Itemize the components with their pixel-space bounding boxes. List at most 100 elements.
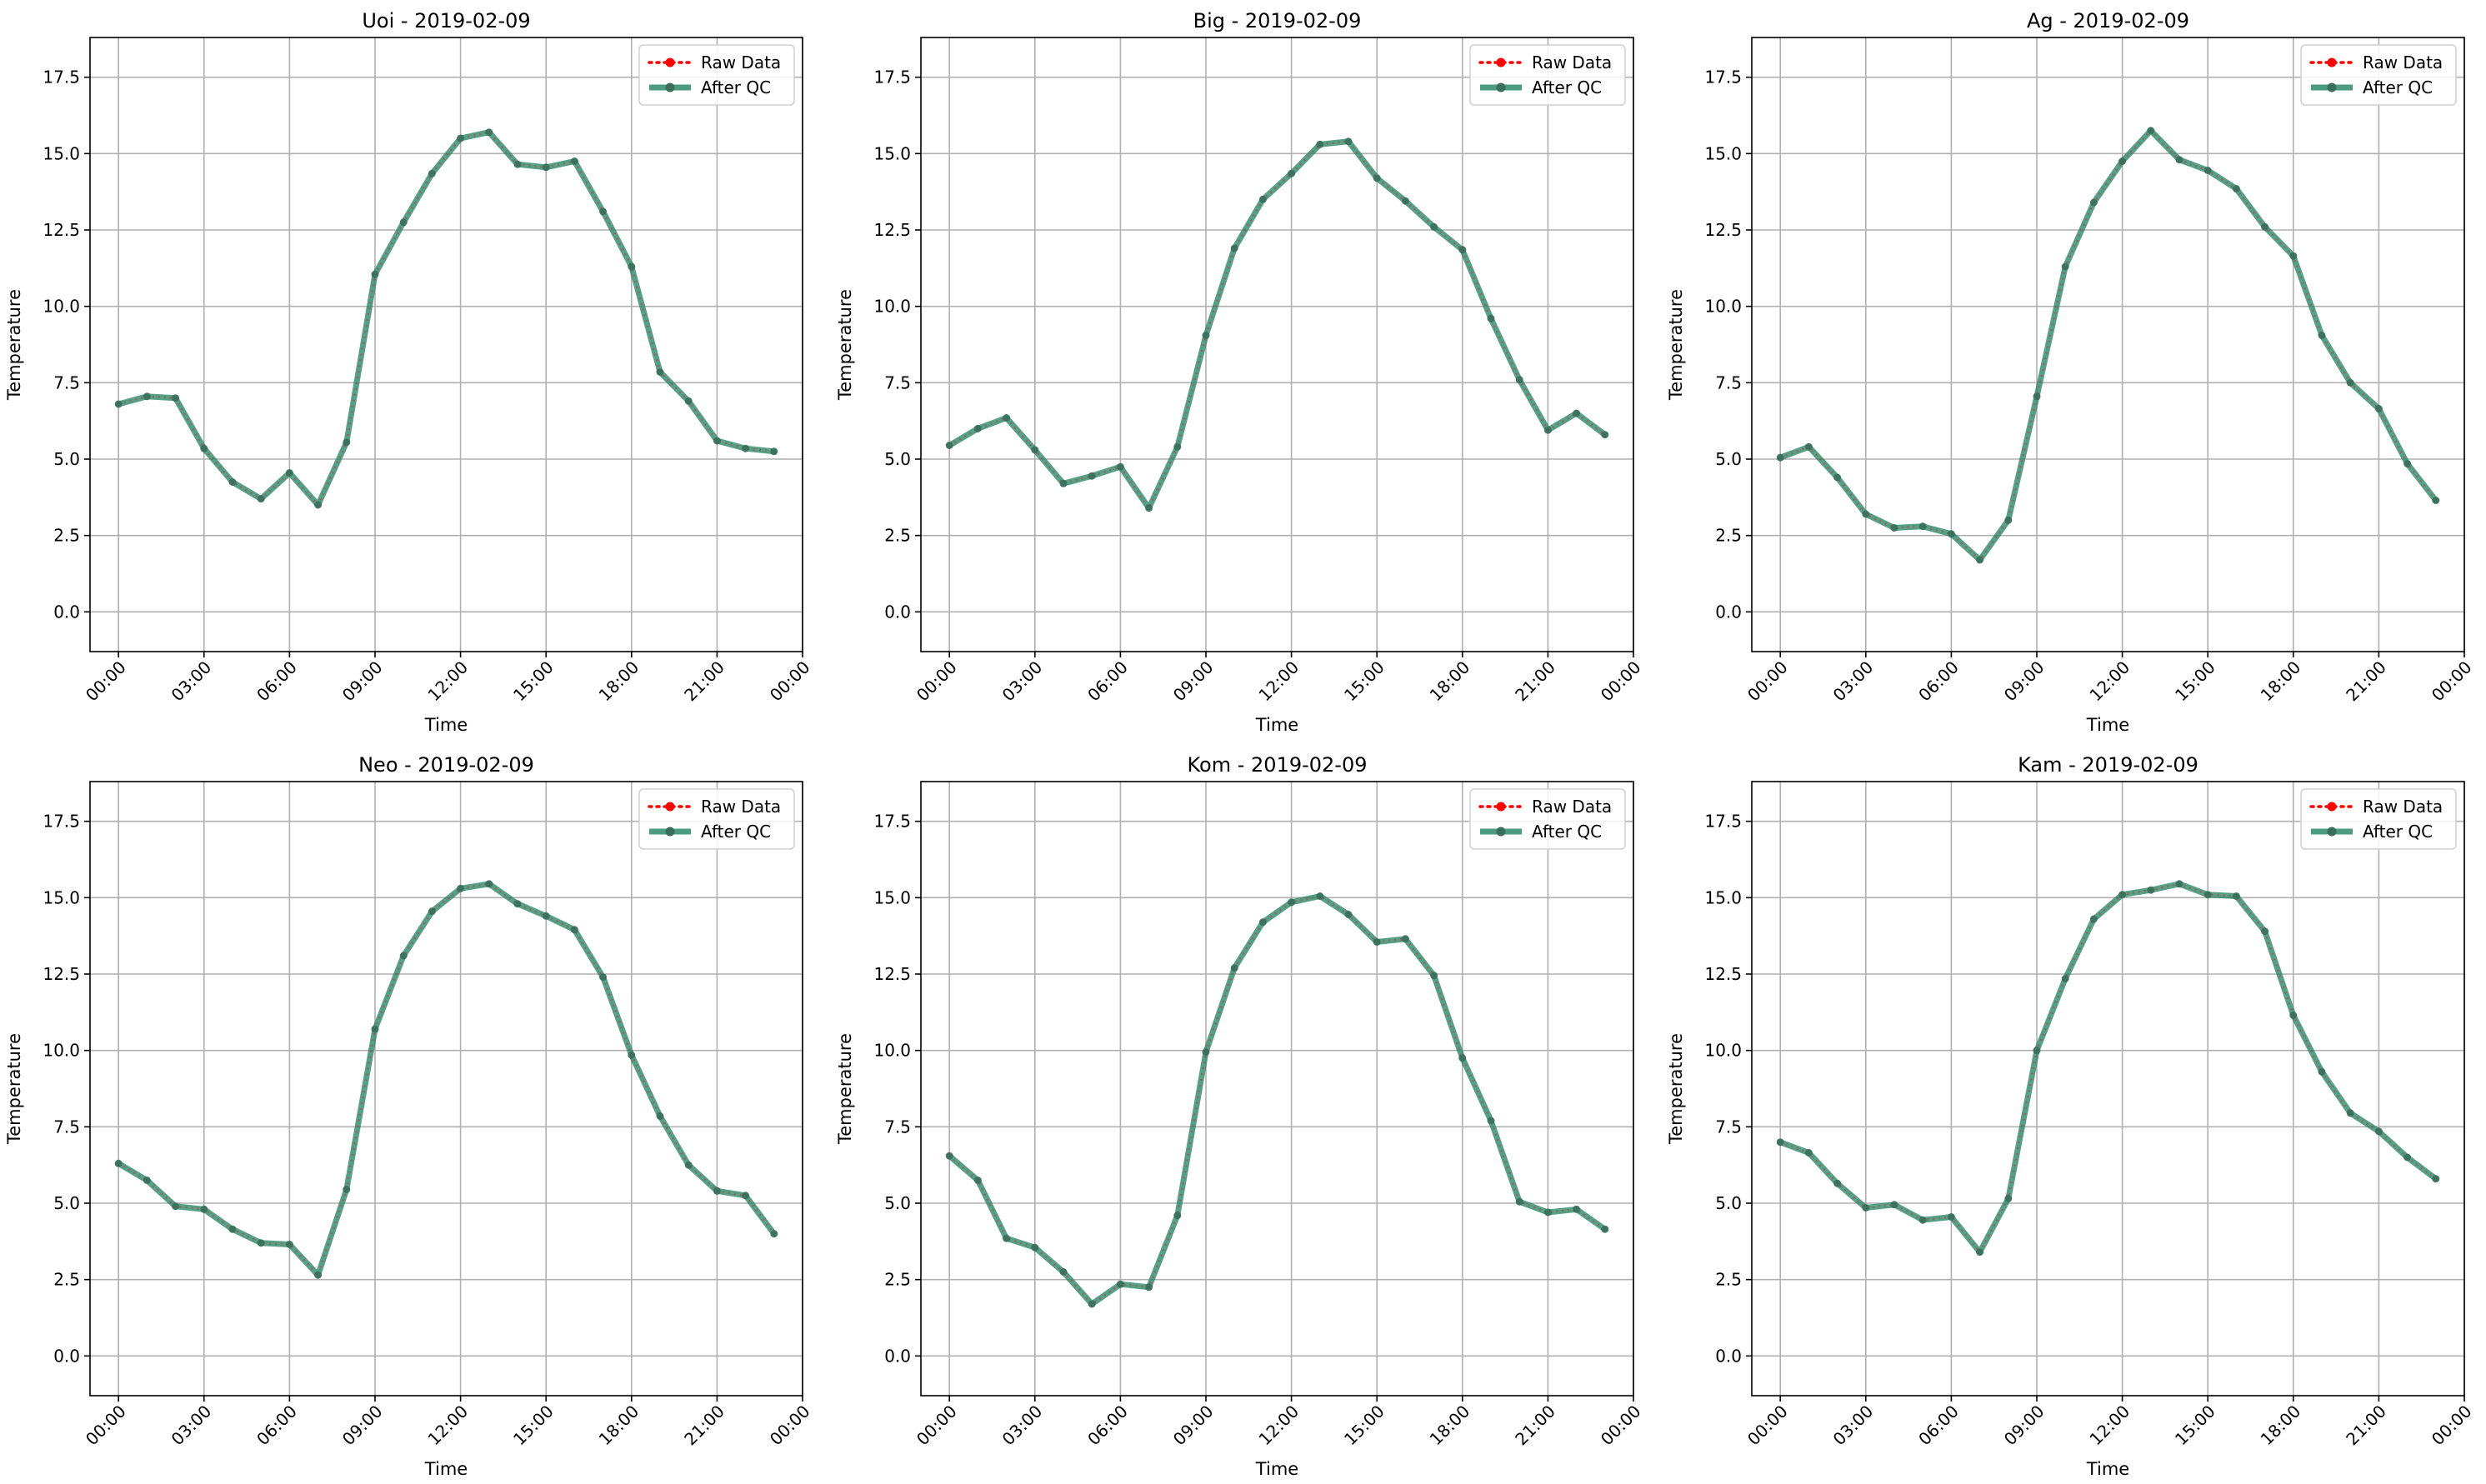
series-point <box>1173 1212 1182 1220</box>
x-tick-label: 18:00 <box>2257 657 2305 706</box>
series-point <box>1543 1208 1552 1217</box>
series-point <box>2061 975 2069 982</box>
legend-marker-after-qc <box>2327 827 2337 837</box>
y-axis-label: Temperature <box>1666 1033 1686 1145</box>
legend-marker-after-qc <box>665 827 675 837</box>
x-tick-label: 03:00 <box>168 1402 216 1450</box>
x-tick-label: 00:00 <box>1743 1402 1792 1450</box>
series-point <box>1804 442 1813 451</box>
axes-frame <box>89 37 803 652</box>
series-point <box>285 1241 293 1248</box>
x-tick-label: 00:00 <box>82 657 130 706</box>
x-tick-label: 09:00 <box>338 1402 387 1450</box>
y-tick-label: 15.0 <box>43 143 80 163</box>
series-point <box>1401 935 1409 943</box>
series-point <box>973 1177 982 1184</box>
legend-label-raw-data: Raw Data <box>701 797 781 817</box>
y-axis-label: Temperature <box>835 289 855 401</box>
series-point <box>656 1112 664 1120</box>
y-tick-label: 15.0 <box>1704 887 1742 907</box>
series-point <box>2118 891 2127 899</box>
x-tick-label: 09:00 <box>2000 657 2048 706</box>
y-tick-label: 10.0 <box>873 297 911 317</box>
series-point <box>1601 431 1609 439</box>
y-tick-label: 12.5 <box>873 220 911 240</box>
series-point <box>371 270 379 278</box>
series-point <box>399 218 408 227</box>
x-tick-label: 21:00 <box>2342 657 2390 706</box>
series-point <box>1088 472 1096 480</box>
series-point <box>684 397 693 405</box>
series-point <box>2089 915 2098 923</box>
series-line-after-qc <box>946 138 1608 512</box>
legend-label-after-qc: After QC <box>1532 822 1602 842</box>
legend-marker-raw-data <box>2327 57 2337 67</box>
legend-label-after-qc: After QC <box>2363 822 2433 842</box>
y-tick-label: 0.0 <box>53 1346 80 1366</box>
series-point <box>1373 174 1381 182</box>
series-point <box>1976 1248 1984 1257</box>
series-point <box>1031 1243 1039 1252</box>
y-tick-label: 2.5 <box>884 526 911 546</box>
y-tick-label: 7.5 <box>1715 1117 1742 1137</box>
series-point <box>1833 1179 1842 1187</box>
series-point <box>1918 1216 1927 1224</box>
x-axis-label: Time <box>1255 715 1298 735</box>
y-tick-label: 5.0 <box>53 449 80 469</box>
legend-marker-raw-data <box>1496 57 1506 67</box>
series-point <box>257 495 265 503</box>
series-point <box>172 1202 180 1211</box>
y-tick-label: 5.0 <box>884 449 911 469</box>
series-point <box>314 501 323 509</box>
axes-frame <box>920 37 1634 652</box>
y-tick-label: 17.5 <box>43 67 80 87</box>
y-tick-label: 12.5 <box>43 964 80 984</box>
series-point <box>1316 140 1324 148</box>
x-tick-label: 00:00 <box>82 1402 130 1450</box>
y-tick-label: 7.5 <box>1715 372 1742 392</box>
series-point <box>1258 195 1267 203</box>
y-tick-label: 10.0 <box>873 1041 911 1061</box>
x-tick-label: 03:00 <box>998 1402 1047 1450</box>
series-point <box>770 1230 778 1238</box>
series-point <box>172 394 180 402</box>
x-tick-label: 09:00 <box>338 657 387 706</box>
x-tick-label: 06:00 <box>253 1402 301 1450</box>
series-point <box>742 444 750 452</box>
series-point <box>200 1205 208 1213</box>
series-line-after-qc <box>1777 881 2439 1256</box>
series-point <box>1401 197 1409 205</box>
series-point <box>428 907 436 916</box>
series-point <box>1458 246 1467 254</box>
series-point <box>314 1271 323 1279</box>
series-point <box>143 1177 151 1184</box>
series-point <box>1573 1205 1581 1213</box>
series-point <box>1145 504 1153 512</box>
series-point <box>1487 314 1495 322</box>
series-point <box>1804 1149 1813 1157</box>
series-point <box>2261 222 2269 231</box>
series-point <box>1059 479 1068 487</box>
y-tick-label: 0.0 <box>53 602 80 622</box>
legend-marker-after-qc <box>1496 82 1506 92</box>
series-point <box>656 368 664 376</box>
series-line-after-qc <box>115 881 778 1278</box>
series-point <box>1116 462 1124 471</box>
x-tick-label: 15:00 <box>1340 1402 1388 1450</box>
series-point <box>2004 1195 2013 1202</box>
series-point <box>2232 892 2240 900</box>
x-tick-label: 12:00 <box>423 1402 472 1450</box>
series-point <box>1430 972 1438 980</box>
x-tick-label: 00:00 <box>2428 657 2476 706</box>
series-point <box>513 900 522 908</box>
series-line-raw-data <box>1779 128 2437 562</box>
series-point <box>457 134 465 142</box>
x-tick-label: 21:00 <box>1511 1402 1559 1450</box>
legend: Raw Data After QC <box>638 44 795 106</box>
legend-label-raw-data: Raw Data <box>2363 797 2443 817</box>
legend-label-raw-data: Raw Data <box>1532 52 1612 72</box>
series-point <box>628 1051 636 1059</box>
chart-panel-2: Big - 2019-02-09 0.0 2.5 5.0 7.5 10.0 12.5 15.0… <box>835 9 1645 735</box>
series-point <box>2061 262 2069 271</box>
series-point <box>1776 453 1784 462</box>
